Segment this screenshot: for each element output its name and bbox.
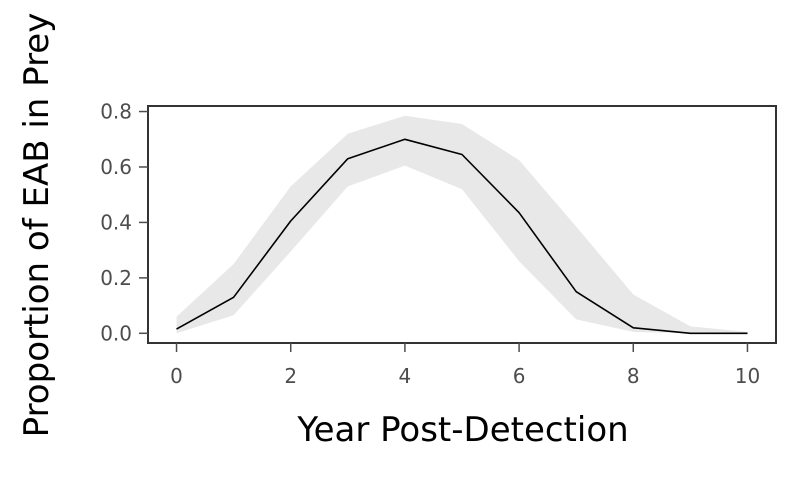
y-tick-label: 0.0 bbox=[100, 321, 132, 345]
y-tick-label: 0.2 bbox=[100, 266, 132, 290]
x-axis-ticks: 0 2 4 6 8 10 bbox=[170, 343, 760, 388]
plot-frame bbox=[147, 105, 777, 344]
x-tick-label: 2 bbox=[284, 364, 297, 388]
x-tick-label: 4 bbox=[399, 364, 412, 388]
x-tick-label: 10 bbox=[735, 364, 760, 388]
confidence-band bbox=[176, 115, 748, 334]
series-line bbox=[176, 138, 748, 335]
x-tick-label: 8 bbox=[627, 364, 640, 388]
x-tick-label: 6 bbox=[513, 364, 526, 388]
y-axis-ticks: 0.0 0.2 0.4 0.6 0.8 bbox=[100, 100, 148, 345]
y-tick-label: 0.8 bbox=[100, 100, 132, 124]
x-axis-title: Year Post-Detection bbox=[296, 410, 628, 450]
x-tick-label: 0 bbox=[170, 364, 183, 388]
y-axis-title: Proportion of EAB in Prey bbox=[17, 13, 57, 438]
y-tick-label: 0.6 bbox=[100, 155, 132, 179]
series-line-layer bbox=[176, 138, 748, 335]
y-tick-label: 0.4 bbox=[100, 210, 132, 234]
confidence-band-layer bbox=[176, 115, 748, 334]
